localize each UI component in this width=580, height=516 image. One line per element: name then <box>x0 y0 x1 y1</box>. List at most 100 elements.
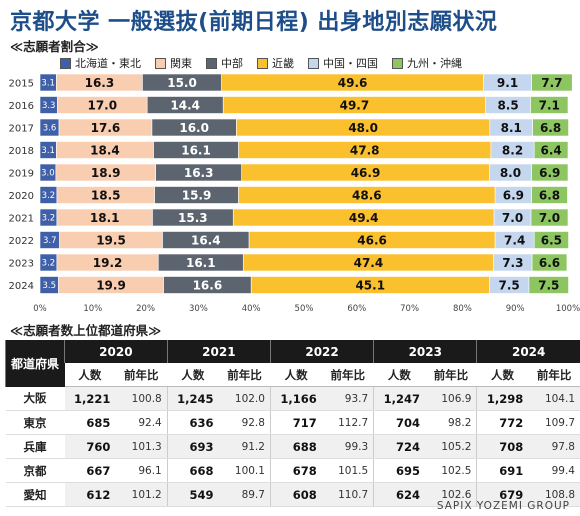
legend-swatch <box>155 57 166 69</box>
table-cell-ratio: 98.2 <box>425 410 477 435</box>
data-label: 46.6 <box>357 234 387 248</box>
table-cell-count: 1,245 <box>166 386 219 411</box>
table-row-header: 兵庫 <box>5 434 65 459</box>
table-cell-count: 717 <box>269 410 322 435</box>
bar-segment <box>531 186 568 204</box>
data-label: 7.5 <box>498 279 519 293</box>
bar-segment <box>531 253 568 272</box>
table-subheader-count: 人数 <box>476 363 529 387</box>
data-label: 6.4 <box>540 144 561 158</box>
table-row: 愛知 612 101.2 549 89.7 608 110.7 624 102.6 679 108.… <box>5 482 580 507</box>
y-tick-label: 2017 <box>9 124 34 135</box>
legend-label: 中部 <box>221 57 243 70</box>
table-row-header: 京都 <box>5 458 65 483</box>
legend-item: 近畿 <box>257 55 294 71</box>
table-cell-ratio: 110.7 <box>321 482 374 507</box>
table-cell-ratio: 100.8 <box>115 386 168 411</box>
data-label: 3.7 <box>43 236 57 246</box>
table-cell-ratio: 96.1 <box>115 458 168 483</box>
y-tick-label: 2021 <box>9 214 34 225</box>
data-label: 48.0 <box>348 121 378 135</box>
table-subheader-count: 人数 <box>167 363 219 387</box>
legend-item: 北海道・東北 <box>60 55 141 71</box>
data-label: 15.9 <box>182 189 212 203</box>
table-cell-ratio: 102.0 <box>218 386 271 411</box>
table-year-header: 2021 <box>166 340 271 363</box>
y-tick-label: 2022 <box>9 236 34 247</box>
table-subheader-count: 人数 <box>64 363 116 387</box>
table-cell-ratio: 93.7 <box>321 386 374 411</box>
legend-label: 九州・沖縄 <box>407 57 462 70</box>
data-label: 6.9 <box>503 189 524 203</box>
table-cell-ratio: 91.2 <box>218 434 271 459</box>
section-title-prefectures: ≪志願者数上位都道府県≫ <box>10 323 162 338</box>
table-cell-ratio: 97.8 <box>528 434 580 459</box>
table-cell-ratio: 109.7 <box>528 410 580 435</box>
data-label: 3.3 <box>42 101 56 111</box>
legend-item: 中部 <box>206 55 243 71</box>
table-cell-ratio: 101.5 <box>321 458 374 483</box>
data-label: 19.9 <box>96 279 126 293</box>
table-row: 大阪 1,221 100.8 1,245 102.0 1,166 93.7 1,247 106.… <box>5 386 580 411</box>
data-label: 15.0 <box>167 76 197 90</box>
table-subheader-count: 人数 <box>270 363 322 387</box>
data-label: 9.1 <box>497 76 518 90</box>
table-year-header: 2024 <box>476 340 580 363</box>
data-label: 18.5 <box>91 189 121 203</box>
bar-segment <box>533 231 569 249</box>
legend-swatch <box>308 57 319 69</box>
data-label: 17.0 <box>87 99 117 113</box>
data-label: 6.6 <box>539 256 560 270</box>
table-cell-ratio: 102.6 <box>425 482 477 507</box>
table-cell-ratio: 106.9 <box>425 386 477 411</box>
data-label: 8.0 <box>500 166 521 180</box>
data-label: 16.3 <box>184 166 214 180</box>
data-label: 18.4 <box>90 144 120 158</box>
data-label: 14.4 <box>170 99 200 113</box>
data-label: 6.8 <box>540 121 561 135</box>
table-cell-ratio: 99.4 <box>528 458 580 483</box>
table-cell-ratio: 101.3 <box>115 434 168 459</box>
table-subheader-ratio: 前年比 <box>115 363 168 387</box>
chart-legend: 北海道・東北 関東 中部 近畿 中国・四国 九州・沖縄 <box>60 55 476 71</box>
y-tick-label: 2023 <box>9 259 34 270</box>
table-cell-ratio: 108.8 <box>528 482 580 507</box>
footer-brand: SAPIX YOZEMI GROUP <box>436 500 570 512</box>
data-label: 8.1 <box>501 121 522 135</box>
y-tick-label: 2024 <box>9 281 34 292</box>
data-label: 3.2 <box>42 191 56 201</box>
table-cell-count: 1,221 <box>64 386 116 411</box>
y-tick-label: 2019 <box>9 169 34 180</box>
table-cell-ratio: 92.8 <box>218 410 271 435</box>
data-label: 19.5 <box>96 234 126 248</box>
table-row-header: 愛知 <box>5 482 65 507</box>
data-label: 7.1 <box>539 99 560 113</box>
x-tick-label: 70% <box>400 304 419 314</box>
table-row-header: 大阪 <box>5 386 65 411</box>
bar-segment <box>533 141 569 159</box>
data-label: 17.6 <box>91 121 121 135</box>
data-label: 45.1 <box>355 279 385 293</box>
table-cell-count: 549 <box>166 482 219 507</box>
bar-segment <box>531 73 573 92</box>
data-label: 7.0 <box>539 211 560 225</box>
data-label: 8.5 <box>497 99 518 113</box>
x-tick-label: 100% <box>556 304 580 314</box>
data-label: 3.1 <box>41 79 55 89</box>
x-tick-label: 60% <box>347 304 366 314</box>
legend-item: 関東 <box>155 55 192 71</box>
table-subheader-ratio: 前年比 <box>321 363 374 387</box>
table-cell-count: 667 <box>64 458 116 483</box>
table-cell-count: 1,166 <box>269 386 322 411</box>
prefecture-table: 都道府県 2020 2021 2022 2023 2024 人数 前年比 人数 前年比 人数 前年… <box>4 340 580 507</box>
data-label: 16.1 <box>181 144 211 158</box>
x-tick-label: 50% <box>295 304 314 314</box>
table-cell-count: 678 <box>269 458 322 483</box>
x-tick-label: 10% <box>83 304 102 314</box>
table-cell-ratio: 112.7 <box>321 410 374 435</box>
data-label: 3.5 <box>42 281 56 291</box>
legend-swatch <box>60 57 71 69</box>
table-subheader-count: 人数 <box>373 363 425 387</box>
table-cell-ratio: 105.2 <box>425 434 477 459</box>
table-cell-ratio: 89.7 <box>218 482 271 507</box>
